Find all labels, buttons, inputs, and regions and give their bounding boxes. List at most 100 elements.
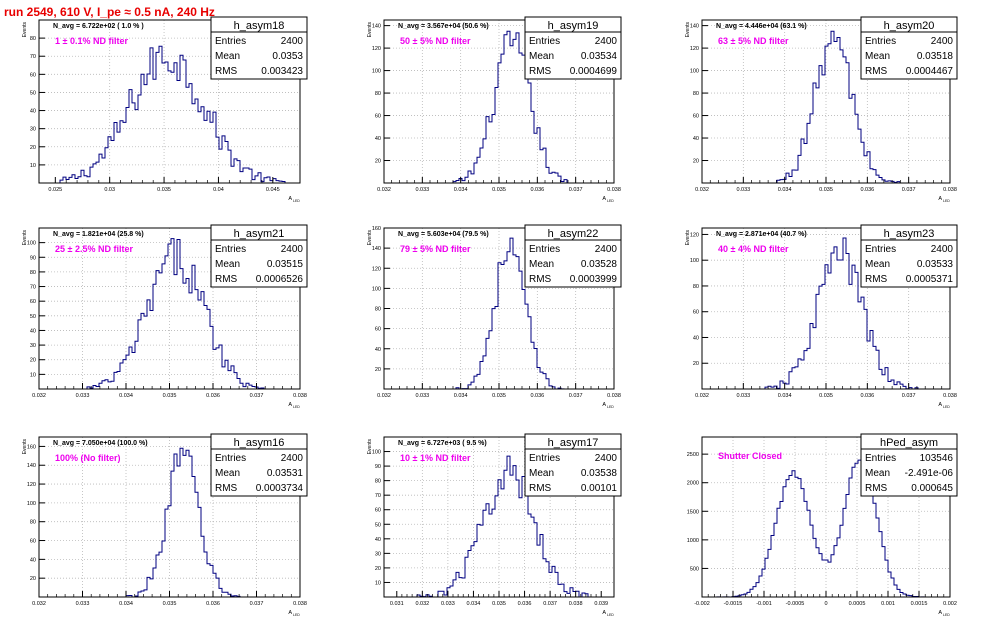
y-axis-title: Events [367, 22, 373, 38]
stat-value: 0.03538 [581, 468, 618, 479]
filter-annotation: 63 ± 5% ND filter [718, 36, 789, 46]
plot-frame [38, 19, 301, 184]
y-tick-label: 70 [30, 54, 36, 60]
stats-box: h_asym23 Entries 2400 Mean 0.03533 RMS 0.00053… [860, 224, 958, 288]
stat-value: 2400 [931, 244, 954, 255]
stats-box: h_asym18 Entries 2400 Mean 0.0353 RMS 0.003423 [210, 16, 308, 80]
x-axis-title: A [938, 610, 942, 616]
stat-value: 2400 [281, 453, 304, 464]
stat-label: Entries [865, 244, 896, 255]
n-avg-label: N_avg = 6.722e+02 ( 1.0 % ) [53, 23, 144, 30]
stat-label: RMS [215, 274, 238, 285]
x-tick-label: 0.036 [206, 393, 220, 399]
x-axis-title: A [288, 610, 292, 616]
histogram-panel-h_asym21: 0.032 0.033 0.034 0.035 0.036 0.037 0.038 10 20 3… [22, 224, 308, 409]
x-tick-label: 0.033 [441, 601, 455, 607]
y-tick-label: 80 [693, 91, 699, 97]
x-axis-title: A [602, 610, 606, 616]
x-tick-label: 0.035 [492, 393, 506, 399]
y-tick-label: 10 [30, 372, 36, 378]
x-tick-label: 0.032 [32, 601, 46, 607]
stats-box-frame [860, 16, 958, 80]
stat-label: Mean [215, 259, 240, 270]
y-tick-label: 160 [27, 444, 36, 450]
x-tick-label: 0.033 [76, 393, 90, 399]
x-tick-label: 0.037 [543, 601, 557, 607]
y-tick-label: 60 [693, 310, 699, 316]
stat-value: 2400 [281, 244, 304, 255]
stats-box-frame [860, 433, 958, 497]
stats-box: h_asym16 Entries 2400 Mean 0.03531 RMS 0.00037… [210, 433, 308, 497]
x-tick-label: 0 [824, 601, 827, 607]
stat-value: 103546 [920, 453, 954, 464]
x-tick-label: 0.037 [569, 393, 583, 399]
filter-annotation: Shutter Closed [718, 451, 782, 461]
x-axis-title: A [288, 196, 292, 202]
y-tick-label: 20 [375, 159, 381, 165]
histogram-name: h_asym23 [884, 228, 935, 240]
y-tick-label: 100 [27, 501, 36, 507]
stats-box-frame [210, 16, 308, 80]
y-tick-label: 10 [30, 163, 36, 169]
stats-box: hPed_asym Entries 103546 Mean -2.491e-06 RMS 0… [860, 433, 958, 497]
y-tick-label: 20 [30, 358, 36, 364]
histogram-panel-h_asym18: 0.025 0.03 0.035 0.04 0.0451020304050607080E… [22, 16, 308, 203]
y-tick-label: 20 [375, 566, 381, 572]
n-avg-label: N_avg = 3.567e+04 (50.6 %) [398, 23, 489, 30]
stats-box: h_asym21 Entries 2400 Mean 0.03515 RMS 0.00065… [210, 224, 308, 288]
stat-value: 0.0004699 [570, 66, 618, 77]
stat-label: Mean [529, 468, 554, 479]
y-tick-label: 140 [372, 24, 381, 30]
filter-annotation: 25 ± 2.5% ND filter [55, 244, 133, 254]
x-axis-title: A [938, 402, 942, 408]
y-tick-label: 40 [693, 335, 699, 341]
histogram-name: h_asym21 [234, 228, 285, 240]
y-tick-label: 80 [693, 284, 699, 290]
histogram-name: h_asym22 [548, 228, 599, 240]
stat-label: Mean [215, 51, 240, 62]
y-tick-label: 70 [30, 285, 36, 291]
x-tick-label: 0.039 [594, 601, 608, 607]
n-avg-label: N_avg = 5.603e+04 (79.5 %) [398, 231, 489, 238]
stat-value: 0.0004467 [906, 66, 954, 77]
stat-label: Mean [865, 51, 890, 62]
filter-annotation: 40 ± 4% ND filter [718, 244, 789, 254]
stat-value: 0.0353 [272, 51, 303, 62]
y-axis-title: Events [685, 22, 691, 38]
y-tick-label: 50 [375, 522, 381, 528]
x-tick-label: 0.034 [778, 187, 792, 193]
stat-value: 0.00101 [581, 483, 618, 494]
x-tick-label: 0.036 [206, 601, 220, 607]
stat-label: RMS [865, 274, 888, 285]
stat-value: 0.0003734 [256, 483, 304, 494]
x-tick-label: 0.038 [943, 187, 957, 193]
x-tick-label: 0.037 [902, 393, 916, 399]
y-tick-label: 80 [375, 307, 381, 313]
x-tick-label: 0.0015 [911, 601, 928, 607]
n-avg-label: N_avg = 1.821e+04 (25.8 %) [53, 231, 144, 238]
y-tick-label: 30 [30, 343, 36, 349]
x-tick-label: 0.045 [266, 187, 280, 193]
x-tick-label: 0.035 [163, 393, 177, 399]
histogram-name: h_asym17 [548, 437, 599, 449]
y-tick-label: 140 [27, 463, 36, 469]
y-tick-label: 60 [30, 539, 36, 545]
x-axis-title-subscript: LED [293, 199, 300, 203]
n-avg-label: N_avg = 6.727e+03 ( 9.5 %) [398, 440, 487, 447]
n-avg-label: N_avg = 7.050e+04 (100.0 %) [53, 440, 148, 447]
y-tick-label: 1000 [687, 538, 699, 544]
stat-label: Entries [215, 244, 246, 255]
y-tick-label: 140 [690, 24, 699, 30]
y-tick-label: 80 [30, 36, 36, 42]
stat-value: 2400 [281, 36, 304, 47]
x-axis-title-subscript: LED [293, 405, 300, 409]
y-tick-label: 80 [30, 520, 36, 526]
x-tick-label: 0.032 [695, 187, 709, 193]
stat-label: Mean [865, 259, 890, 270]
stat-label: Mean [529, 51, 554, 62]
y-axis-title: Events [22, 439, 28, 455]
stat-label: RMS [865, 66, 888, 77]
y-tick-label: 30 [30, 127, 36, 133]
stat-label: RMS [215, 483, 238, 494]
